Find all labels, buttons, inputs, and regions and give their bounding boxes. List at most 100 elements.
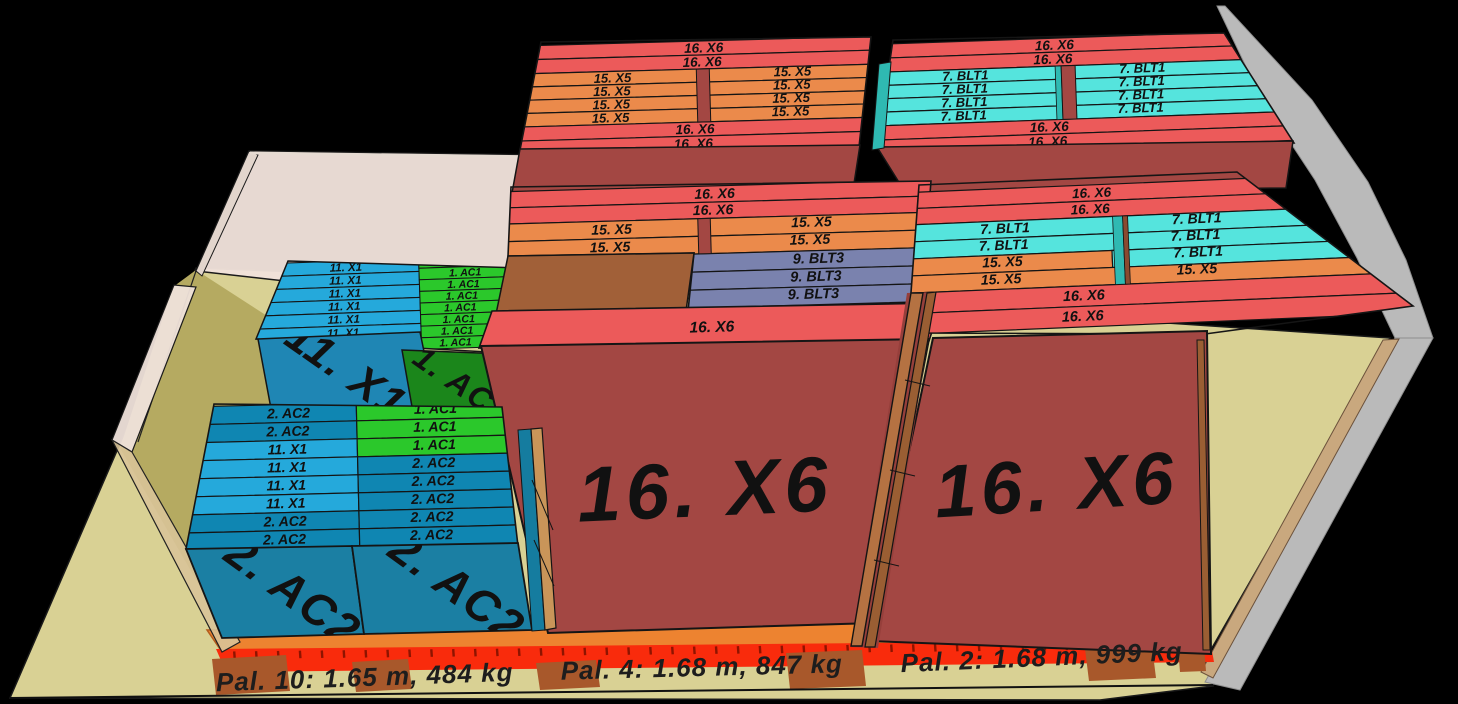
pallet-foot (1085, 646, 1156, 681)
ruler-tick (933, 643, 937, 652)
box-label: 7. BLT1 (1118, 86, 1164, 103)
box-label: 16. X6 (694, 185, 735, 202)
box-label: 1. AC1 (447, 278, 480, 291)
box-label: 7. BLT1 (941, 107, 987, 124)
box-label: 15. X5 (592, 96, 631, 112)
box-label: 2. AC2 (411, 454, 456, 471)
pallet-foot (352, 659, 412, 692)
box-label: 15. X5 (593, 70, 632, 86)
box-label: 9. BLT3 (790, 268, 842, 285)
column-gap (1122, 215, 1131, 285)
ruler-tick (473, 648, 477, 657)
box-label: 1. AC1 (414, 400, 458, 417)
post-lattice (904, 379, 931, 387)
box-label: 11. X1 (328, 288, 361, 301)
box-label: 2. AC2 (409, 508, 454, 525)
side-face-sliver (871, 61, 892, 151)
ruler-tick (780, 645, 784, 654)
box-label: 7. BLT1 (1119, 60, 1165, 77)
box-label: 7. BLT1 (1173, 243, 1223, 261)
ruler-strip (216, 640, 1214, 672)
ruler-tick (495, 648, 499, 657)
ruler-tick (627, 647, 631, 655)
box-label: 16. X6 (1072, 185, 1112, 202)
column-gap (697, 217, 712, 255)
box-label: 9. BLT3 (793, 250, 845, 267)
post-lattice (889, 469, 916, 477)
box-label: 2. AC2 (262, 531, 307, 548)
post-lattice (533, 539, 555, 587)
box-label: 16. X6 (1029, 119, 1069, 135)
box-label: 1. AC1 (441, 325, 474, 338)
box-label: 16. X6 (1035, 37, 1075, 53)
ruler-tick (583, 647, 587, 656)
ruler-tick (824, 645, 828, 653)
floor-edge-line (9, 684, 1214, 699)
big-front-label: 16. X6 (932, 436, 1181, 534)
box-label: 1. AC1 (449, 266, 482, 279)
pallet-foot (536, 660, 600, 690)
box-label: 15. X5 (593, 83, 632, 99)
ruler-tick (430, 649, 434, 657)
box-label: 11. X1 (329, 262, 362, 275)
box-label: 2. AC2 (266, 404, 311, 421)
box-label: 11. X1 (329, 275, 362, 288)
box-label: 11. X1 (327, 314, 360, 327)
ruler-tick (386, 649, 390, 658)
box-label: 7. BLT1 (980, 219, 1030, 237)
ruler-tick (802, 645, 806, 654)
box-label: 2. AC2 (410, 472, 455, 489)
post-lattice (531, 479, 554, 531)
box-row (908, 290, 1413, 334)
ruler-tick (714, 646, 718, 654)
box-label: 16. X6 (682, 54, 722, 70)
box-label: 15. X5 (982, 253, 1023, 271)
box-label: 15. X5 (592, 110, 631, 126)
pallet-caption-pal4: Pal. 4: 1.68 m, 847 kg (560, 648, 843, 685)
box-label: 11. X1 (267, 459, 307, 476)
corner-post (530, 427, 557, 631)
brown-box-face (495, 252, 695, 315)
post (864, 291, 937, 648)
box-label: 15. X5 (791, 213, 832, 230)
box-label: 1. AC1 (446, 290, 479, 303)
post (850, 292, 924, 647)
box-label: 15. X5 (1176, 260, 1217, 278)
ghost-wall-top-highlight (249, 151, 542, 159)
ruler-tick (911, 644, 915, 652)
ruler-tick (890, 644, 893, 653)
box-label: 16. X6 (689, 318, 735, 336)
box-label: 16. X6 (1061, 308, 1104, 326)
box-label: 11. X1 (266, 477, 306, 494)
center-pallet-posts (850, 291, 937, 648)
box-label: 7. BLT1 (1118, 73, 1164, 90)
back-right-stack-front (875, 140, 1294, 193)
box-label: 11. X1 (267, 441, 307, 458)
box-label: 1. AC1 (442, 313, 475, 326)
box-label: 11. X1 (328, 301, 361, 314)
box-label: 1. AC1 (439, 336, 472, 349)
box-label: 1. AC1 (413, 418, 457, 435)
ruler-tick (233, 651, 236, 659)
ruler-tick (561, 647, 565, 656)
ruler-tick (320, 650, 324, 659)
ruler-tick (517, 648, 521, 656)
box-label: 15. X5 (981, 270, 1022, 288)
box-label: 1. AC1 (413, 436, 457, 453)
ruler-tick (364, 649, 368, 658)
ruler-tick (539, 648, 543, 656)
ruler-tick (955, 643, 959, 652)
box-label: 7. BLT1 (942, 67, 988, 84)
box-label: 1. AC1 (444, 301, 477, 314)
box-label: 2. AC2 (262, 513, 307, 530)
box-label: 7. BLT1 (1172, 209, 1222, 227)
box-label: 2. AC2 (409, 526, 454, 543)
box-label: 15. X5 (591, 221, 632, 238)
ruler-tick (736, 646, 740, 654)
box-label: 15. X5 (773, 77, 812, 93)
box-label: 2. AC2 (410, 490, 455, 507)
right-edge-post (1196, 339, 1211, 651)
ruler-tick (298, 650, 302, 659)
